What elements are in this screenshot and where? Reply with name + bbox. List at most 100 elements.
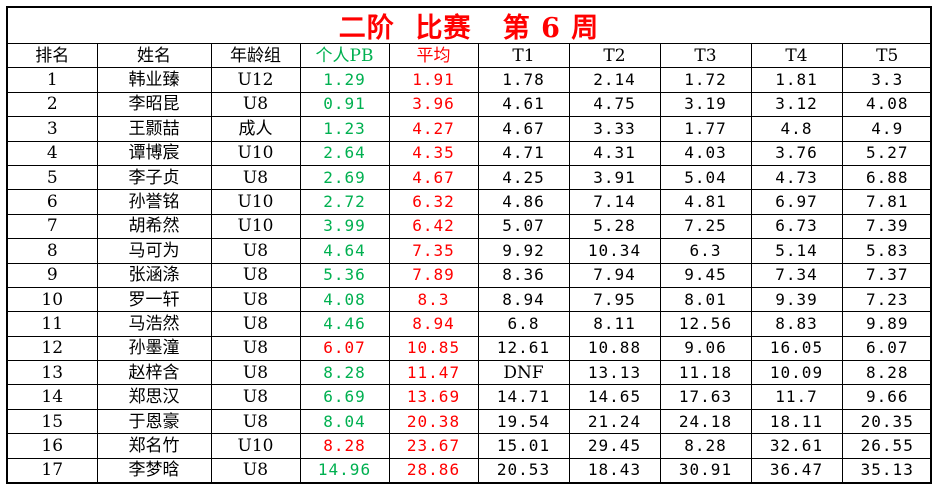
cell-rank: 1 xyxy=(8,67,98,93)
cell-average: 4.67 xyxy=(388,164,479,191)
header-name: 姓名 xyxy=(96,44,212,69)
cell-rank: 12 xyxy=(8,335,98,362)
cell-rank: 2 xyxy=(8,91,98,118)
cell-name: 郑思汉 xyxy=(96,384,212,410)
cell-t5: 20.35 xyxy=(841,408,932,435)
cell-age-group: U10 xyxy=(210,213,301,240)
cell-pb: 0.91 xyxy=(299,91,390,118)
cell-name: 郑名竹 xyxy=(96,433,212,459)
cell-t1: 19.54 xyxy=(477,408,570,435)
cell-t3: 9.45 xyxy=(659,262,752,288)
cell-t2: 2.14 xyxy=(568,67,661,93)
cell-t1: 8.36 xyxy=(477,262,570,288)
table-row: 15 于恩豪 U8 8.04 20.38 19.54 21.24 24.18 18.11 20.3… xyxy=(8,408,932,435)
cell-t2: 3.91 xyxy=(568,164,661,191)
cell-t4: 10.09 xyxy=(750,360,843,386)
cell-age-group: U8 xyxy=(210,91,301,118)
cell-rank: 9 xyxy=(8,262,98,288)
table-row: 4 谭博宸 U10 2.64 4.35 4.71 4.31 4.03 3.76 5.27 xyxy=(8,140,932,166)
cell-name: 韩业臻 xyxy=(96,67,212,93)
cell-pb: 1.23 xyxy=(299,116,390,142)
cell-age-group: 成人 xyxy=(210,116,301,142)
cell-t3: 6.3 xyxy=(659,238,752,264)
cell-age-group: U8 xyxy=(210,335,301,362)
cell-t4: 7.34 xyxy=(750,262,843,288)
cell-average: 8.3 xyxy=(388,286,479,313)
cell-average: 4.35 xyxy=(388,140,479,166)
cell-t1: 4.71 xyxy=(477,140,570,166)
cell-age-group: U8 xyxy=(210,286,301,313)
cell-t5: 5.83 xyxy=(841,238,932,264)
cell-t3: 3.19 xyxy=(659,91,752,118)
cell-t1: 9.92 xyxy=(477,238,570,264)
table-row: 7 胡希然 U10 3.99 6.42 5.07 5.28 7.25 6.73 7.39 xyxy=(8,213,932,240)
cell-age-group: U10 xyxy=(210,140,301,166)
cell-t4: 6.97 xyxy=(750,189,843,215)
cell-t1: 5.07 xyxy=(477,213,570,240)
header-t3: T3 xyxy=(659,44,752,69)
header-row: 排名 姓名 年龄组 个人PB 平均 T1 T2 T3 T4 T5 xyxy=(8,44,932,69)
cell-name: 李昭昆 xyxy=(96,91,212,118)
cell-t5: 6.88 xyxy=(841,164,932,191)
cell-rank: 6 xyxy=(8,189,98,215)
cell-rank: 13 xyxy=(8,360,98,386)
header-rank: 排名 xyxy=(8,44,98,69)
cell-average: 4.27 xyxy=(388,116,479,142)
cell-t2: 29.45 xyxy=(568,433,661,459)
cell-t2: 14.65 xyxy=(568,384,661,410)
cell-name: 赵梓含 xyxy=(96,360,212,386)
cell-average: 23.67 xyxy=(388,433,479,459)
table-row: 13 赵梓含 U8 8.28 11.47 DNF 13.13 11.18 10.09 8.28 xyxy=(8,360,932,386)
cell-rank: 16 xyxy=(8,433,98,459)
cell-pb: 6.07 xyxy=(299,335,390,362)
cell-t1: 8.94 xyxy=(477,286,570,313)
table-row: 11 马浩然 U8 4.46 8.94 6.8 8.11 12.56 8.83 9.89 xyxy=(8,311,932,337)
cell-name: 李子贞 xyxy=(96,164,212,191)
cell-name: 孙墨潼 xyxy=(96,335,212,362)
cell-t2: 10.88 xyxy=(568,335,661,362)
cell-t4: 32.61 xyxy=(750,433,843,459)
table-row: 6 孙誉铭 U10 2.72 6.32 4.86 7.14 4.81 6.97 7.81 xyxy=(8,189,932,215)
table-row: 5 李子贞 U8 2.69 4.67 4.25 3.91 5.04 4.73 6.88 xyxy=(8,164,932,191)
cell-t5: 26.55 xyxy=(841,433,932,459)
results-table: 排名 姓名 年龄组 个人PB 平均 T1 T2 T3 T4 T5 1 韩业臻 U12… xyxy=(8,44,932,483)
cell-age-group: U10 xyxy=(210,433,301,459)
cell-average: 28.86 xyxy=(388,457,479,483)
cell-t4: 4.8 xyxy=(750,116,843,142)
table-row: 12 孙墨潼 U8 6.07 10.85 12.61 10.88 9.06 16.05 6.07 xyxy=(8,335,932,362)
cell-rank: 3 xyxy=(8,116,98,142)
cell-rank: 15 xyxy=(8,408,98,435)
cell-name: 孙誉铭 xyxy=(96,189,212,215)
cell-t5: 9.89 xyxy=(841,311,932,337)
cell-t3: 11.18 xyxy=(659,360,752,386)
cell-age-group: U8 xyxy=(210,164,301,191)
cell-t4: 18.11 xyxy=(750,408,843,435)
cell-t3: 1.72 xyxy=(659,67,752,93)
cell-age-group: U8 xyxy=(210,408,301,435)
cell-pb: 4.46 xyxy=(299,311,390,337)
cell-t1: 4.86 xyxy=(477,189,570,215)
cell-name: 谭博宸 xyxy=(96,140,212,166)
cell-age-group: U8 xyxy=(210,384,301,410)
cell-t5: 4.08 xyxy=(841,91,932,118)
cell-name: 胡希然 xyxy=(96,213,212,240)
cell-t3: 12.56 xyxy=(659,311,752,337)
cell-t2: 7.14 xyxy=(568,189,661,215)
cell-t2: 10.34 xyxy=(568,238,661,264)
cell-t3: 7.25 xyxy=(659,213,752,240)
cell-t2: 8.11 xyxy=(568,311,661,337)
cell-age-group: U8 xyxy=(210,360,301,386)
cell-rank: 11 xyxy=(8,311,98,337)
cell-name: 张涵涤 xyxy=(96,262,212,288)
cell-t2: 4.31 xyxy=(568,140,661,166)
cell-t5: 3.3 xyxy=(841,67,932,93)
cell-pb: 8.04 xyxy=(299,408,390,435)
table-row: 1 韩业臻 U12 1.29 1.91 1.78 2.14 1.72 1.81 3.3 xyxy=(8,67,932,93)
cell-name: 王颢喆 xyxy=(96,116,212,142)
cell-t4: 3.12 xyxy=(750,91,843,118)
cell-age-group: U10 xyxy=(210,189,301,215)
cell-age-group: U8 xyxy=(210,238,301,264)
cell-average: 3.96 xyxy=(388,91,479,118)
cell-pb: 8.28 xyxy=(299,433,390,459)
cell-t4: 9.39 xyxy=(750,286,843,313)
